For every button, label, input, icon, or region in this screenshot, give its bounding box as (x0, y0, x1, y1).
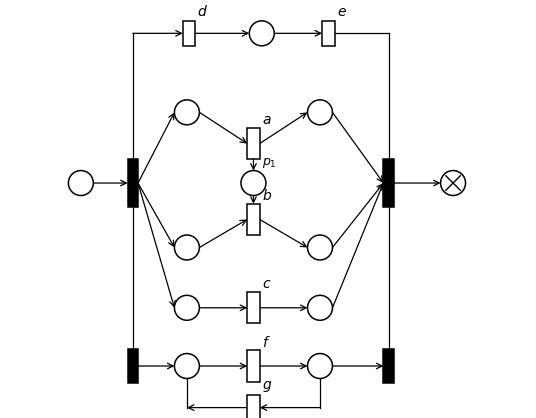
Circle shape (249, 21, 274, 46)
Bar (247, 292, 259, 324)
Bar (247, 350, 259, 382)
Bar (183, 21, 195, 46)
Bar (128, 159, 138, 207)
Bar (383, 349, 394, 382)
Text: $e$: $e$ (337, 5, 347, 19)
Circle shape (69, 171, 93, 196)
Bar (247, 395, 259, 418)
Circle shape (174, 100, 199, 125)
Bar (247, 204, 259, 235)
Circle shape (174, 354, 199, 378)
Text: $c$: $c$ (262, 278, 271, 291)
Circle shape (308, 235, 332, 260)
Bar (128, 349, 138, 382)
Circle shape (174, 296, 199, 320)
Circle shape (441, 171, 466, 196)
Bar (383, 159, 394, 207)
Circle shape (241, 171, 266, 196)
Text: $g$: $g$ (262, 379, 272, 394)
Bar (247, 128, 259, 159)
Bar (322, 21, 334, 46)
Circle shape (308, 296, 332, 320)
Circle shape (174, 235, 199, 260)
Text: $a$: $a$ (262, 113, 271, 127)
Text: $p_1$: $p_1$ (262, 156, 277, 170)
Circle shape (308, 100, 332, 125)
Circle shape (308, 354, 332, 378)
Text: $b$: $b$ (262, 188, 272, 203)
Text: $d$: $d$ (197, 4, 208, 19)
Text: $f$: $f$ (262, 334, 270, 349)
